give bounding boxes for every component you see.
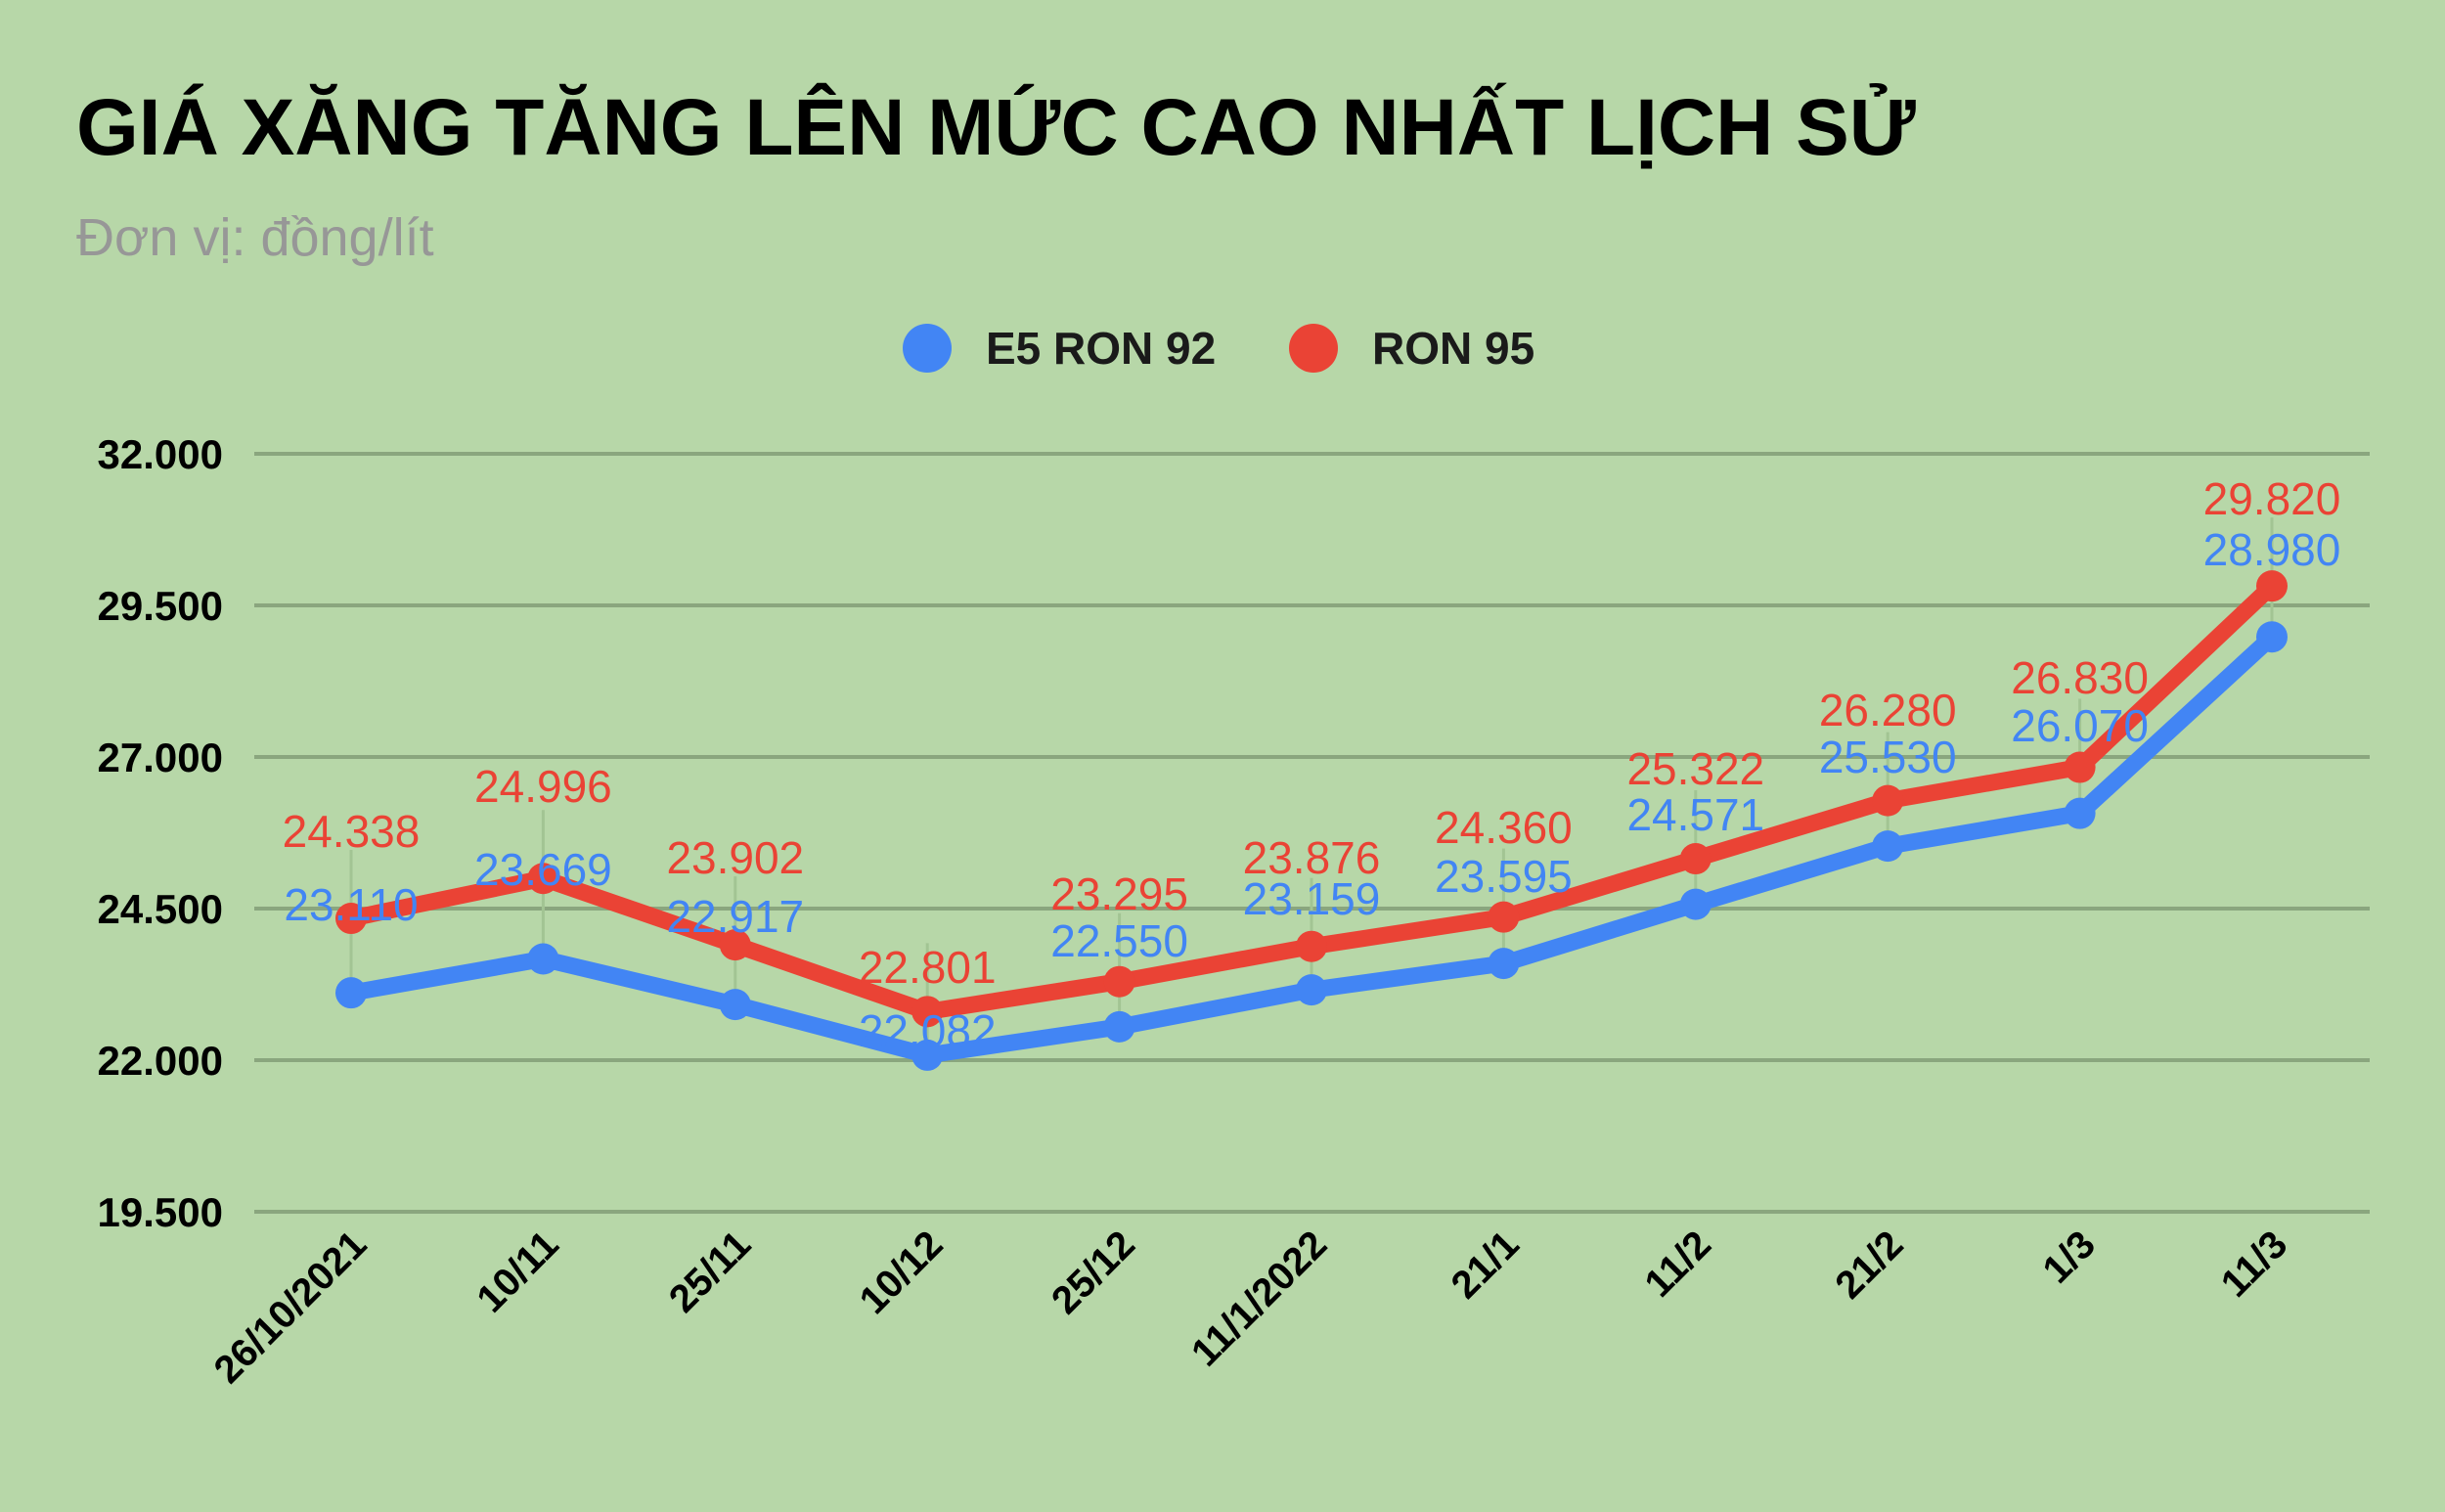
chart-legend: E5 RON 92 RON 95 bbox=[903, 323, 1534, 374]
x-tick-label: 21/2 bbox=[1827, 1223, 1911, 1307]
data-label-e5-ron92: 23.595 bbox=[1435, 851, 1573, 902]
data-series bbox=[335, 570, 2288, 1071]
data-point[interactable] bbox=[719, 929, 751, 961]
data-label-ron95: 29.820 bbox=[2203, 473, 2341, 524]
data-point[interactable] bbox=[2256, 621, 2288, 653]
data-point[interactable] bbox=[335, 903, 367, 935]
data-label-ron95: 23.876 bbox=[1243, 832, 1381, 883]
data-label-e5-ron92: 26.070 bbox=[2011, 700, 2149, 751]
data-label-ron95: 24.996 bbox=[474, 761, 612, 812]
x-axis: 26/10/2021 10/11 25/11 10/12 25/12 11/1/2022 2… bbox=[206, 1223, 2296, 1392]
x-tick-label: 10/11 bbox=[468, 1223, 566, 1320]
y-tick-label: 24.500 bbox=[98, 886, 223, 932]
y-axis: 32.000 29.500 27.000 24.500 22.000 19.500 bbox=[98, 431, 223, 1235]
data-point[interactable] bbox=[527, 943, 559, 975]
data-label-ron95: 23.295 bbox=[1050, 868, 1188, 919]
y-tick-label: 22.000 bbox=[98, 1038, 223, 1084]
data-label-ron95: 25.322 bbox=[1626, 743, 1764, 794]
data-label-e5-ron92: 28.980 bbox=[2203, 524, 2341, 575]
x-tick-label: 11/2 bbox=[1637, 1223, 1720, 1306]
data-point[interactable] bbox=[335, 977, 367, 1009]
data-label-ron95: 24.338 bbox=[283, 806, 421, 857]
data-label-e5-ron92: 23.110 bbox=[284, 879, 418, 930]
data-label-e5-ron92: 22.082 bbox=[859, 1005, 997, 1056]
data-labels: 24.338 23.110 24.996 23.669 23.902 22.917 22.8… bbox=[283, 473, 2341, 1056]
series-ron95 bbox=[335, 570, 2288, 1028]
data-point[interactable] bbox=[1488, 948, 1520, 980]
data-point[interactable] bbox=[911, 1039, 944, 1071]
legend-dot-icon bbox=[1289, 324, 1338, 373]
gridlines bbox=[254, 452, 2370, 1214]
chart-subtitle: Đơn vị: đồng/lít bbox=[76, 208, 434, 267]
data-point[interactable] bbox=[2064, 751, 2096, 783]
x-tick-label: 25/12 bbox=[1044, 1223, 1143, 1322]
data-label-ron95: 22.801 bbox=[859, 942, 997, 993]
data-point[interactable] bbox=[1679, 888, 1712, 920]
data-point[interactable] bbox=[911, 996, 944, 1028]
data-label-e5-ron92: 23.669 bbox=[474, 844, 612, 895]
data-point[interactable] bbox=[1679, 843, 1712, 875]
data-label-e5-ron92: 25.530 bbox=[1819, 732, 1957, 782]
legend-item-ron95[interactable]: RON 95 bbox=[1289, 323, 1534, 374]
legend-label: RON 95 bbox=[1372, 323, 1534, 374]
x-tick-label: 10/12 bbox=[852, 1223, 952, 1322]
x-tick-label: 11/1/2022 bbox=[1183, 1223, 1335, 1374]
data-label-ron95: 23.902 bbox=[666, 832, 804, 883]
y-tick-label: 29.500 bbox=[98, 583, 223, 629]
data-point[interactable] bbox=[1488, 901, 1520, 933]
data-point[interactable] bbox=[2256, 570, 2288, 602]
legend-dot-icon bbox=[903, 324, 952, 373]
y-tick-label: 27.000 bbox=[98, 734, 223, 780]
x-tick-label: 21/1 bbox=[1444, 1223, 1528, 1307]
data-point[interactable] bbox=[1103, 965, 1135, 998]
data-label-e5-ron92: 23.159 bbox=[1243, 873, 1381, 924]
data-point[interactable] bbox=[2064, 797, 2096, 829]
y-tick-label: 32.000 bbox=[98, 431, 223, 477]
series-e5-ron92 bbox=[335, 621, 2288, 1071]
legend-label: E5 RON 92 bbox=[986, 323, 1216, 374]
data-point[interactable] bbox=[1103, 1010, 1135, 1043]
data-point[interactable] bbox=[719, 989, 751, 1021]
data-label-e5-ron92: 24.571 bbox=[1626, 789, 1764, 840]
data-label-ron95: 24.360 bbox=[1435, 802, 1573, 853]
x-tick-label: 1/3 bbox=[2035, 1223, 2104, 1291]
data-label-ron95: 26.830 bbox=[2011, 652, 2149, 703]
y-tick-label: 19.500 bbox=[98, 1189, 223, 1235]
x-tick-label: 11/3 bbox=[2213, 1223, 2296, 1306]
data-point[interactable] bbox=[1296, 930, 1327, 962]
x-tick-label: 25/11 bbox=[661, 1223, 759, 1320]
data-label-ron95: 26.280 bbox=[1819, 685, 1957, 735]
data-label-e5-ron92: 22.917 bbox=[666, 891, 804, 942]
data-point[interactable] bbox=[1296, 974, 1327, 1006]
data-point[interactable] bbox=[527, 863, 559, 895]
x-tick-label: 26/10/2021 bbox=[206, 1223, 376, 1392]
data-point[interactable] bbox=[1872, 784, 1904, 817]
data-label-e5-ron92: 22.550 bbox=[1050, 915, 1188, 966]
data-point[interactable] bbox=[1872, 830, 1904, 863]
chart-title: GIÁ XĂNG TĂNG LÊN MỨC CAO NHẤT LỊCH SỬ bbox=[76, 83, 1916, 172]
legend-item-e5-ron92[interactable]: E5 RON 92 bbox=[903, 323, 1216, 374]
